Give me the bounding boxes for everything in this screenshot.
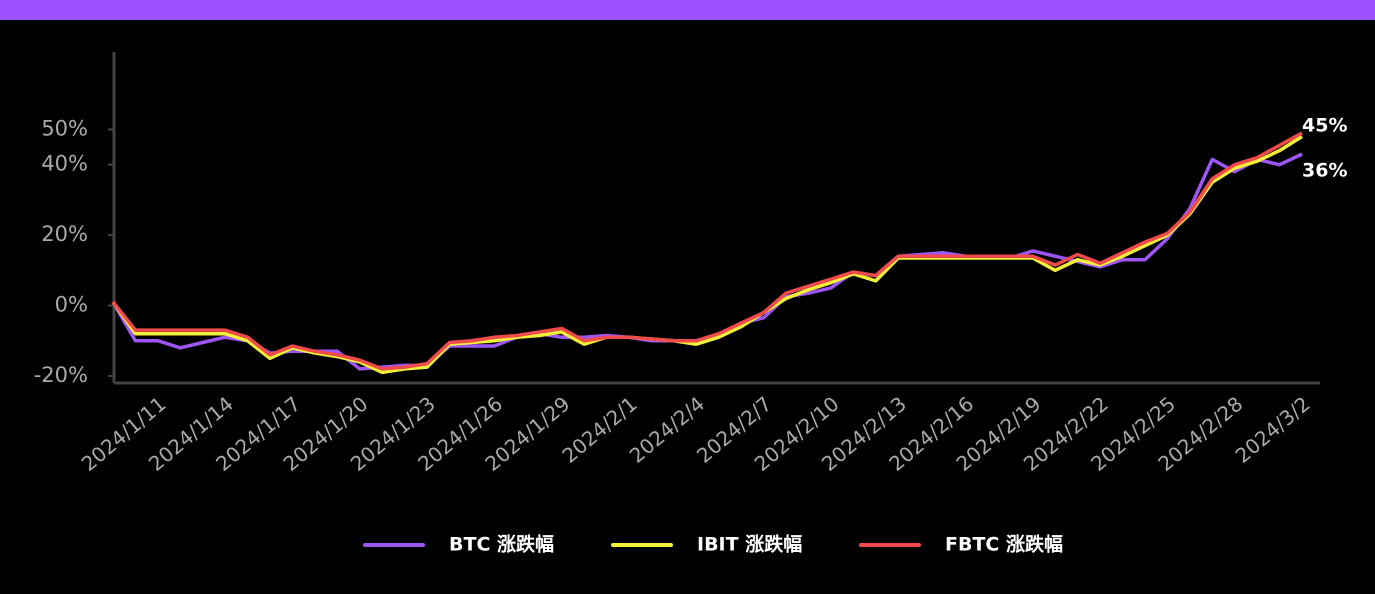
- top-bar: [0, 0, 1375, 20]
- end-label: 36%: [1302, 160, 1347, 182]
- y-tick-label: -20%: [34, 363, 88, 387]
- y-tick-label: 0%: [55, 293, 88, 317]
- y-tick-label: 50%: [41, 116, 88, 140]
- y-tick-label: 40%: [41, 152, 88, 176]
- legend-label: IBIT 涨跌幅: [697, 533, 802, 556]
- series-line: [111, 131, 1303, 371]
- y-tick-label: 20%: [41, 222, 88, 246]
- legend-label: BTC 涨跌幅: [449, 533, 554, 556]
- end-label: 45%: [1302, 115, 1347, 137]
- legend-label: FBTC 涨跌幅: [945, 533, 1063, 556]
